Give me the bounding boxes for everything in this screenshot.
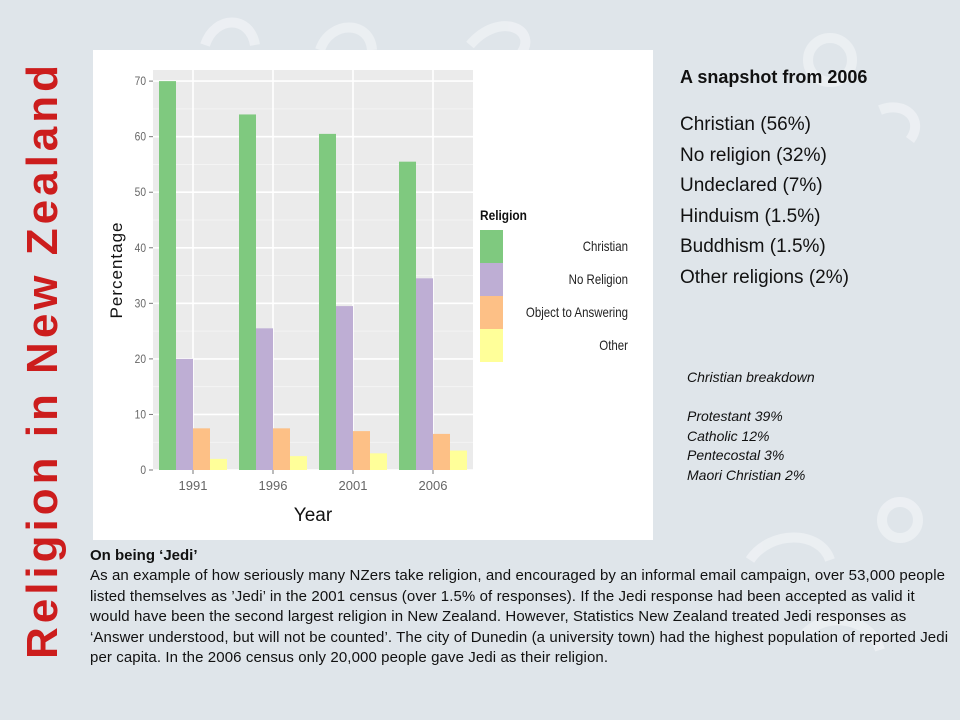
- bar: [450, 450, 467, 470]
- legend-swatch: [480, 230, 503, 263]
- bar: [399, 161, 416, 470]
- chart-panel: 0 10 20 30 40 50 60 70 1991 1996 2001 2006 Year Perce…: [93, 50, 653, 540]
- snapshot-item: Christian (56%): [680, 114, 811, 135]
- x-axis-label: Year: [294, 505, 333, 526]
- legend-label: No Religion: [569, 271, 628, 287]
- christian-breakdown-item: Maori Christian 2%: [687, 466, 806, 483]
- bar: [433, 433, 450, 470]
- christian-breakdown-title: Christian breakdown: [687, 369, 815, 385]
- x-tick-label: 2001: [339, 478, 368, 493]
- legend-label: Object to Answering: [526, 304, 628, 320]
- bar: [290, 456, 307, 470]
- christian-breakdown-item: Catholic 12%: [687, 427, 770, 444]
- legend-label: Christian: [583, 238, 628, 254]
- y-tick-label: 60: [135, 131, 146, 144]
- snapshot-item: Hinduism (1.5%): [680, 205, 821, 227]
- snapshot-box: A snapshot from 2006 Christian (56%) No …: [680, 67, 950, 293]
- bar: [353, 431, 370, 470]
- legend-swatch: [480, 329, 503, 362]
- bar: [370, 453, 387, 470]
- bar: [193, 428, 210, 470]
- side-title: Religion in New Zealand: [18, 60, 67, 660]
- christian-breakdown-item: Protestant 39%: [687, 408, 783, 424]
- snapshot-item: Buddhism (1.5%): [680, 236, 826, 257]
- legend-swatch: [480, 263, 503, 296]
- y-tick-label: 40: [135, 242, 146, 255]
- bar: [176, 358, 193, 470]
- snapshot-list: Christian (56%) No religion (32%) Undecl…: [680, 110, 950, 293]
- christian-breakdown-list: Protestant 39% Catholic 12% Pentecostal …: [687, 407, 947, 485]
- bar: [256, 328, 273, 470]
- y-tick-label: 20: [135, 353, 146, 366]
- bar: [273, 428, 290, 470]
- y-axis-label: Percentage: [107, 222, 126, 319]
- christian-breakdown: Christian breakdown Protestant 39% Catho…: [687, 369, 947, 485]
- y-tick-label: 10: [135, 409, 146, 422]
- y-tick-label: 30: [135, 298, 146, 311]
- snapshot-title: A snapshot from 2006: [680, 67, 868, 87]
- jedi-section: On being ‘Jedi’ As an example of how ser…: [90, 546, 950, 669]
- snapshot-item: Undeclared (7%): [680, 175, 823, 196]
- x-tick-label: 2006: [419, 478, 448, 493]
- bar-chart: 0 10 20 30 40 50 60 70 1991 1996 2001 2006 Year Perce…: [107, 70, 629, 526]
- legend-title: Religion: [480, 207, 527, 223]
- y-tick-label: 0: [140, 464, 146, 477]
- jedi-body: As an example of how seriously many NZer…: [90, 567, 949, 666]
- bar: [416, 278, 433, 470]
- snapshot-item: No religion (32%): [680, 144, 827, 166]
- legend-swatch: [480, 296, 503, 329]
- x-tick-label: 1996: [259, 478, 288, 493]
- christian-breakdown-item: Pentecostal 3%: [687, 447, 785, 463]
- x-tick-label: 1991: [179, 478, 208, 493]
- y-tick-label: 50: [135, 187, 146, 200]
- bar: [159, 81, 176, 470]
- jedi-title: On being ‘Jedi’: [90, 547, 198, 564]
- y-tick-label: 70: [135, 75, 146, 88]
- bar: [210, 458, 227, 470]
- bar: [336, 306, 353, 470]
- legend-label: Other: [599, 337, 628, 353]
- bar: [239, 114, 256, 470]
- snapshot-item: Other religions (2%): [680, 266, 849, 288]
- bar: [319, 133, 336, 470]
